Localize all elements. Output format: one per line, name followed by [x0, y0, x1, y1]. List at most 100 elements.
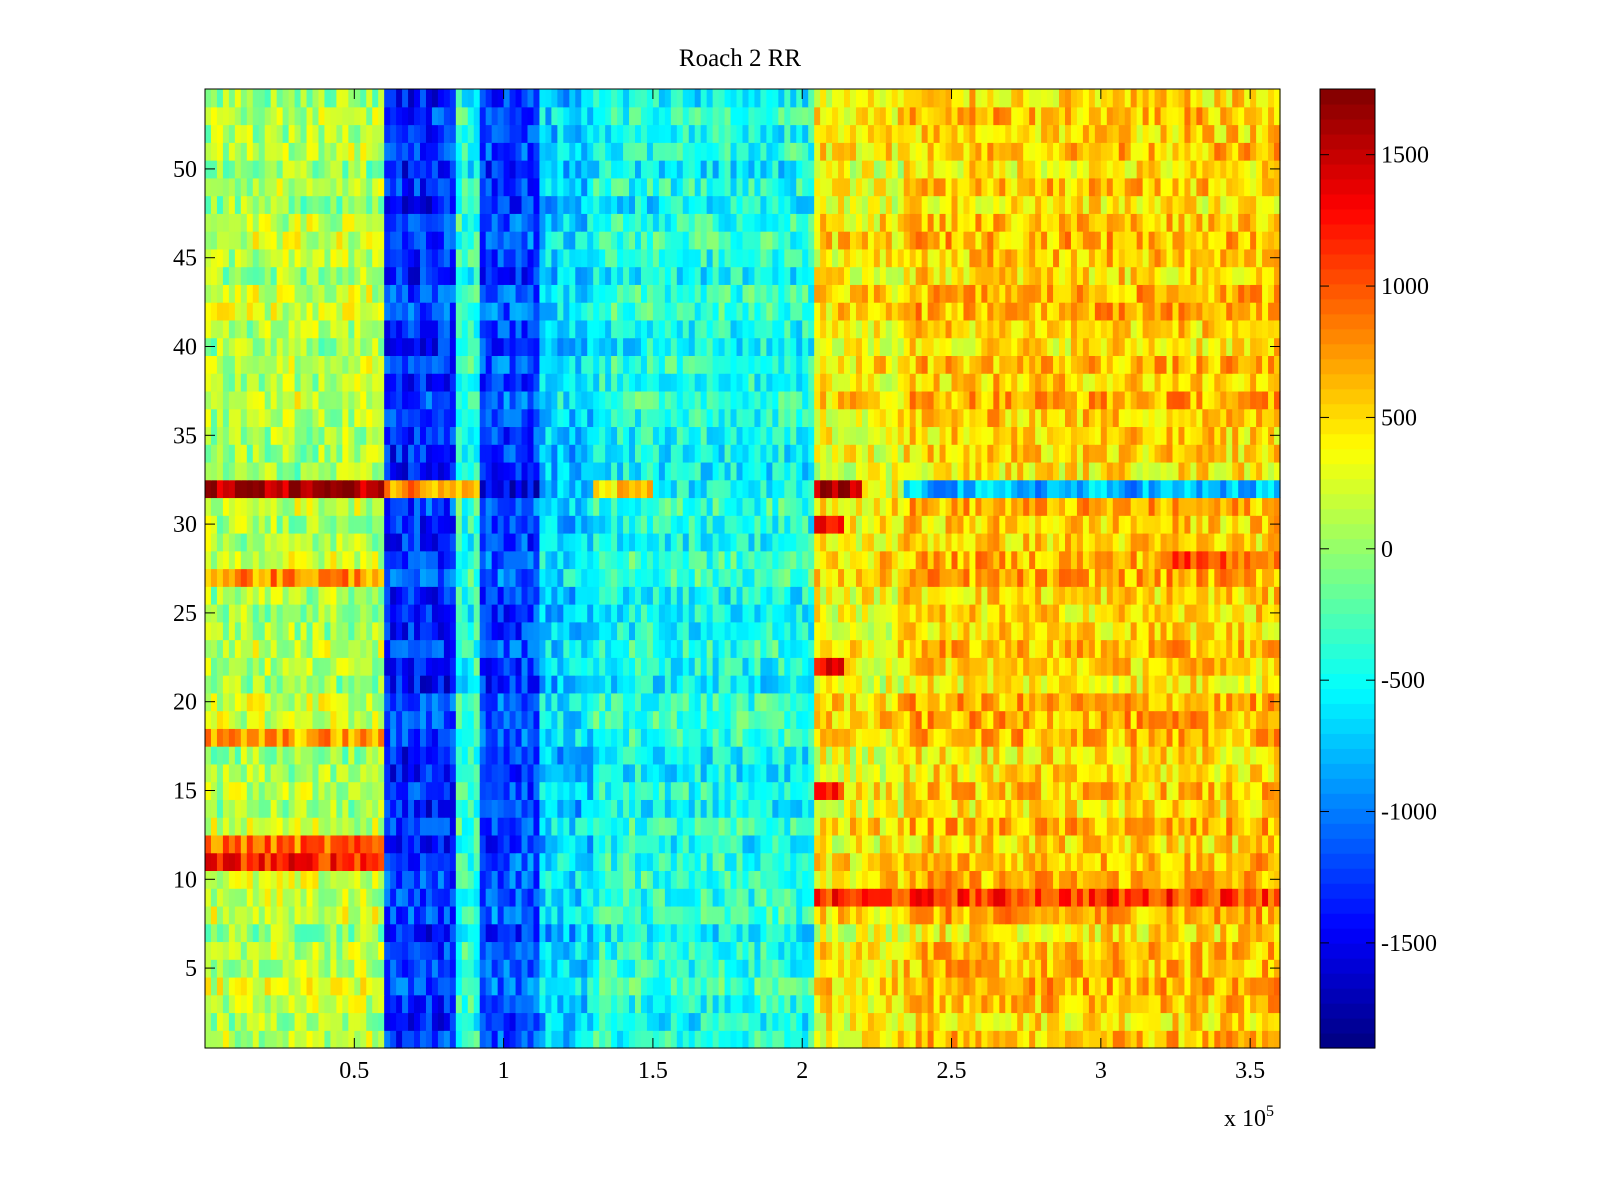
- heatmap-cell: [611, 799, 618, 818]
- heatmap-cell: [915, 799, 923, 818]
- heatmap-cell: [1082, 1030, 1090, 1049]
- heatmap-cell: [891, 941, 899, 960]
- heatmap-cell: [652, 763, 660, 783]
- heatmap-cell: [1196, 905, 1203, 925]
- heatmap-cell: [509, 905, 517, 925]
- heatmap-cell: [957, 905, 965, 925]
- heatmap-cell: [1136, 586, 1144, 605]
- heatmap-cell: [867, 905, 875, 925]
- heatmap-cell: [1202, 728, 1209, 747]
- heatmap-cell: [1136, 781, 1144, 800]
- heatmap-cell: [599, 1012, 606, 1031]
- heatmap-cell: [1076, 746, 1084, 765]
- heatmap-cell: [545, 888, 552, 907]
- heatmap-cell: [760, 550, 767, 570]
- heatmap-cell: [551, 1030, 558, 1049]
- heatmap-cell: [736, 746, 744, 765]
- heatmap-cell: [300, 1030, 308, 1049]
- heatmap-cell: [228, 994, 236, 1014]
- heatmap-cell: [700, 870, 708, 889]
- heatmap-cell: [873, 888, 881, 907]
- heatmap-cell: [987, 976, 994, 996]
- heatmap-cell: [1166, 941, 1174, 960]
- heatmap-cell: [718, 710, 726, 729]
- heatmap-cell: [479, 1030, 487, 1049]
- heatmap-cell: [867, 763, 875, 783]
- heatmap-cell: [294, 834, 302, 854]
- heatmap-cell: [1065, 639, 1072, 658]
- heatmap-cell: [796, 994, 803, 1014]
- heatmap-cell: [282, 639, 290, 658]
- heatmap-cell: [1202, 870, 1209, 889]
- heatmap-cell: [1088, 888, 1096, 907]
- heatmap-cell: [216, 550, 224, 570]
- heatmap-cell: [921, 550, 929, 570]
- heatmap-cell: [1184, 728, 1192, 747]
- heatmap-cell: [1100, 746, 1108, 765]
- heatmap-cell: [1202, 604, 1209, 623]
- heatmap-cell: [1017, 621, 1024, 641]
- heatmap-cell: [515, 763, 523, 783]
- heatmap-cell: [1208, 994, 1215, 1014]
- heatmap-cell: [617, 728, 624, 747]
- heatmap-cell: [431, 568, 439, 587]
- heatmap-cell: [425, 888, 433, 907]
- heatmap-cell: [1244, 781, 1251, 800]
- heatmap-cell: [491, 692, 499, 712]
- heatmap-cell: [820, 1012, 827, 1031]
- heatmap-cell: [539, 834, 547, 854]
- heatmap-cell: [682, 586, 690, 605]
- heatmap-cell: [306, 781, 314, 800]
- heatmap-cell: [754, 763, 762, 783]
- heatmap-cell: [802, 1012, 809, 1031]
- heatmap-cell: [491, 746, 499, 765]
- heatmap-cell: [342, 639, 349, 658]
- heatmap-cell: [670, 604, 678, 623]
- heatmap-cell: [1268, 888, 1275, 907]
- heatmap-cell: [336, 604, 343, 623]
- heatmap-cell: [903, 728, 911, 747]
- heatmap-cell: [1178, 941, 1186, 960]
- heatmap-cell: [712, 710, 720, 729]
- heatmap-cell: [838, 941, 845, 960]
- heatmap-cell: [527, 746, 535, 765]
- heatmap-cell: [414, 817, 421, 836]
- heatmap-cell: [330, 941, 337, 960]
- heatmap-cell: [1136, 959, 1144, 978]
- heatmap-cell: [288, 888, 296, 907]
- heatmap-cell: [527, 639, 535, 658]
- heatmap-cell: [1196, 834, 1203, 854]
- heatmap-cell: [885, 675, 893, 694]
- heatmap-cell: [993, 852, 1000, 872]
- heatmap-cell: [408, 639, 415, 658]
- heatmap-cell: [1142, 905, 1150, 925]
- heatmap-cell: [431, 1030, 439, 1049]
- heatmap-cell: [210, 994, 218, 1014]
- heatmap-cell: [640, 746, 648, 765]
- heatmap-cell: [1232, 763, 1239, 783]
- heatmap-cell: [754, 994, 762, 1014]
- heatmap-cell: [635, 870, 642, 889]
- heatmap-cell: [772, 799, 779, 818]
- heatmap-cell: [1214, 817, 1221, 836]
- heatmap-cell: [706, 728, 714, 747]
- heatmap-cell: [1082, 799, 1090, 818]
- heatmap-cell: [1059, 728, 1066, 747]
- heatmap-cell: [640, 604, 648, 623]
- heatmap-cell: [354, 746, 361, 765]
- heatmap-cell: [993, 692, 1000, 712]
- heatmap-cell: [318, 959, 326, 978]
- heatmap-cell: [915, 657, 923, 676]
- heatmap-cell: [826, 692, 833, 712]
- heatmap-cell: [826, 675, 833, 694]
- heatmap-cell: [509, 959, 517, 978]
- heatmap-cell: [473, 905, 481, 925]
- heatmap-cell: [1088, 1030, 1096, 1049]
- heatmap-cell: [408, 692, 415, 712]
- heatmap-cell: [288, 781, 296, 800]
- heatmap-cell: [545, 959, 552, 978]
- heatmap-cell: [664, 586, 672, 605]
- heatmap-cell: [1238, 710, 1245, 729]
- heatmap-cell: [706, 976, 714, 996]
- heatmap-cell: [527, 781, 535, 800]
